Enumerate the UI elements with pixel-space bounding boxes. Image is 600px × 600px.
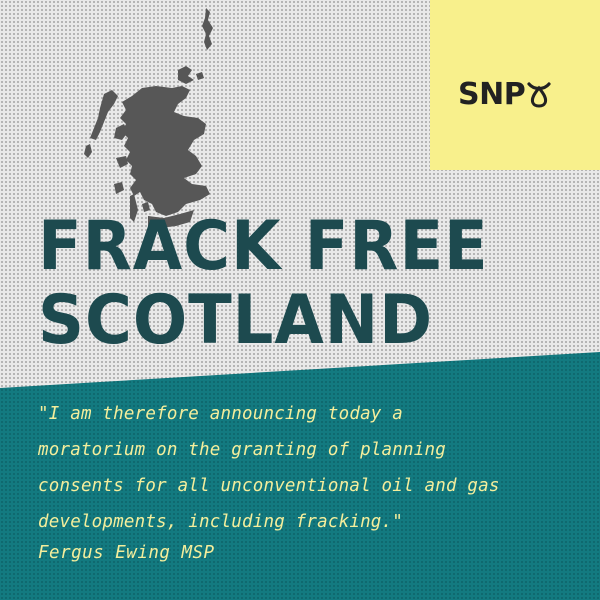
headline: FRACK FREE SCOTLAND (38, 210, 489, 358)
quote-attribution: Fergus Ewing MSP (38, 543, 215, 563)
snp-logo-text: SNP (458, 77, 526, 112)
scotland-map-icon (84, 8, 213, 228)
snp-logo-box: SNP (430, 0, 600, 170)
headline-line-1: FRACK FREE (38, 207, 489, 286)
snp-emblem-icon (527, 82, 551, 108)
quote-line: "I am therefore announcing today a (38, 404, 404, 424)
headline-line-2: SCOTLAND (38, 281, 434, 360)
quote-text: "I am therefore announcing today a morat… (38, 396, 578, 540)
quote-line: developments, including fracking." (38, 512, 404, 532)
quote-line: moratorium on the granting of planning (38, 440, 446, 460)
quote-line: consents for all unconventional oil and … (38, 476, 500, 496)
snp-logo: SNP (458, 80, 552, 110)
